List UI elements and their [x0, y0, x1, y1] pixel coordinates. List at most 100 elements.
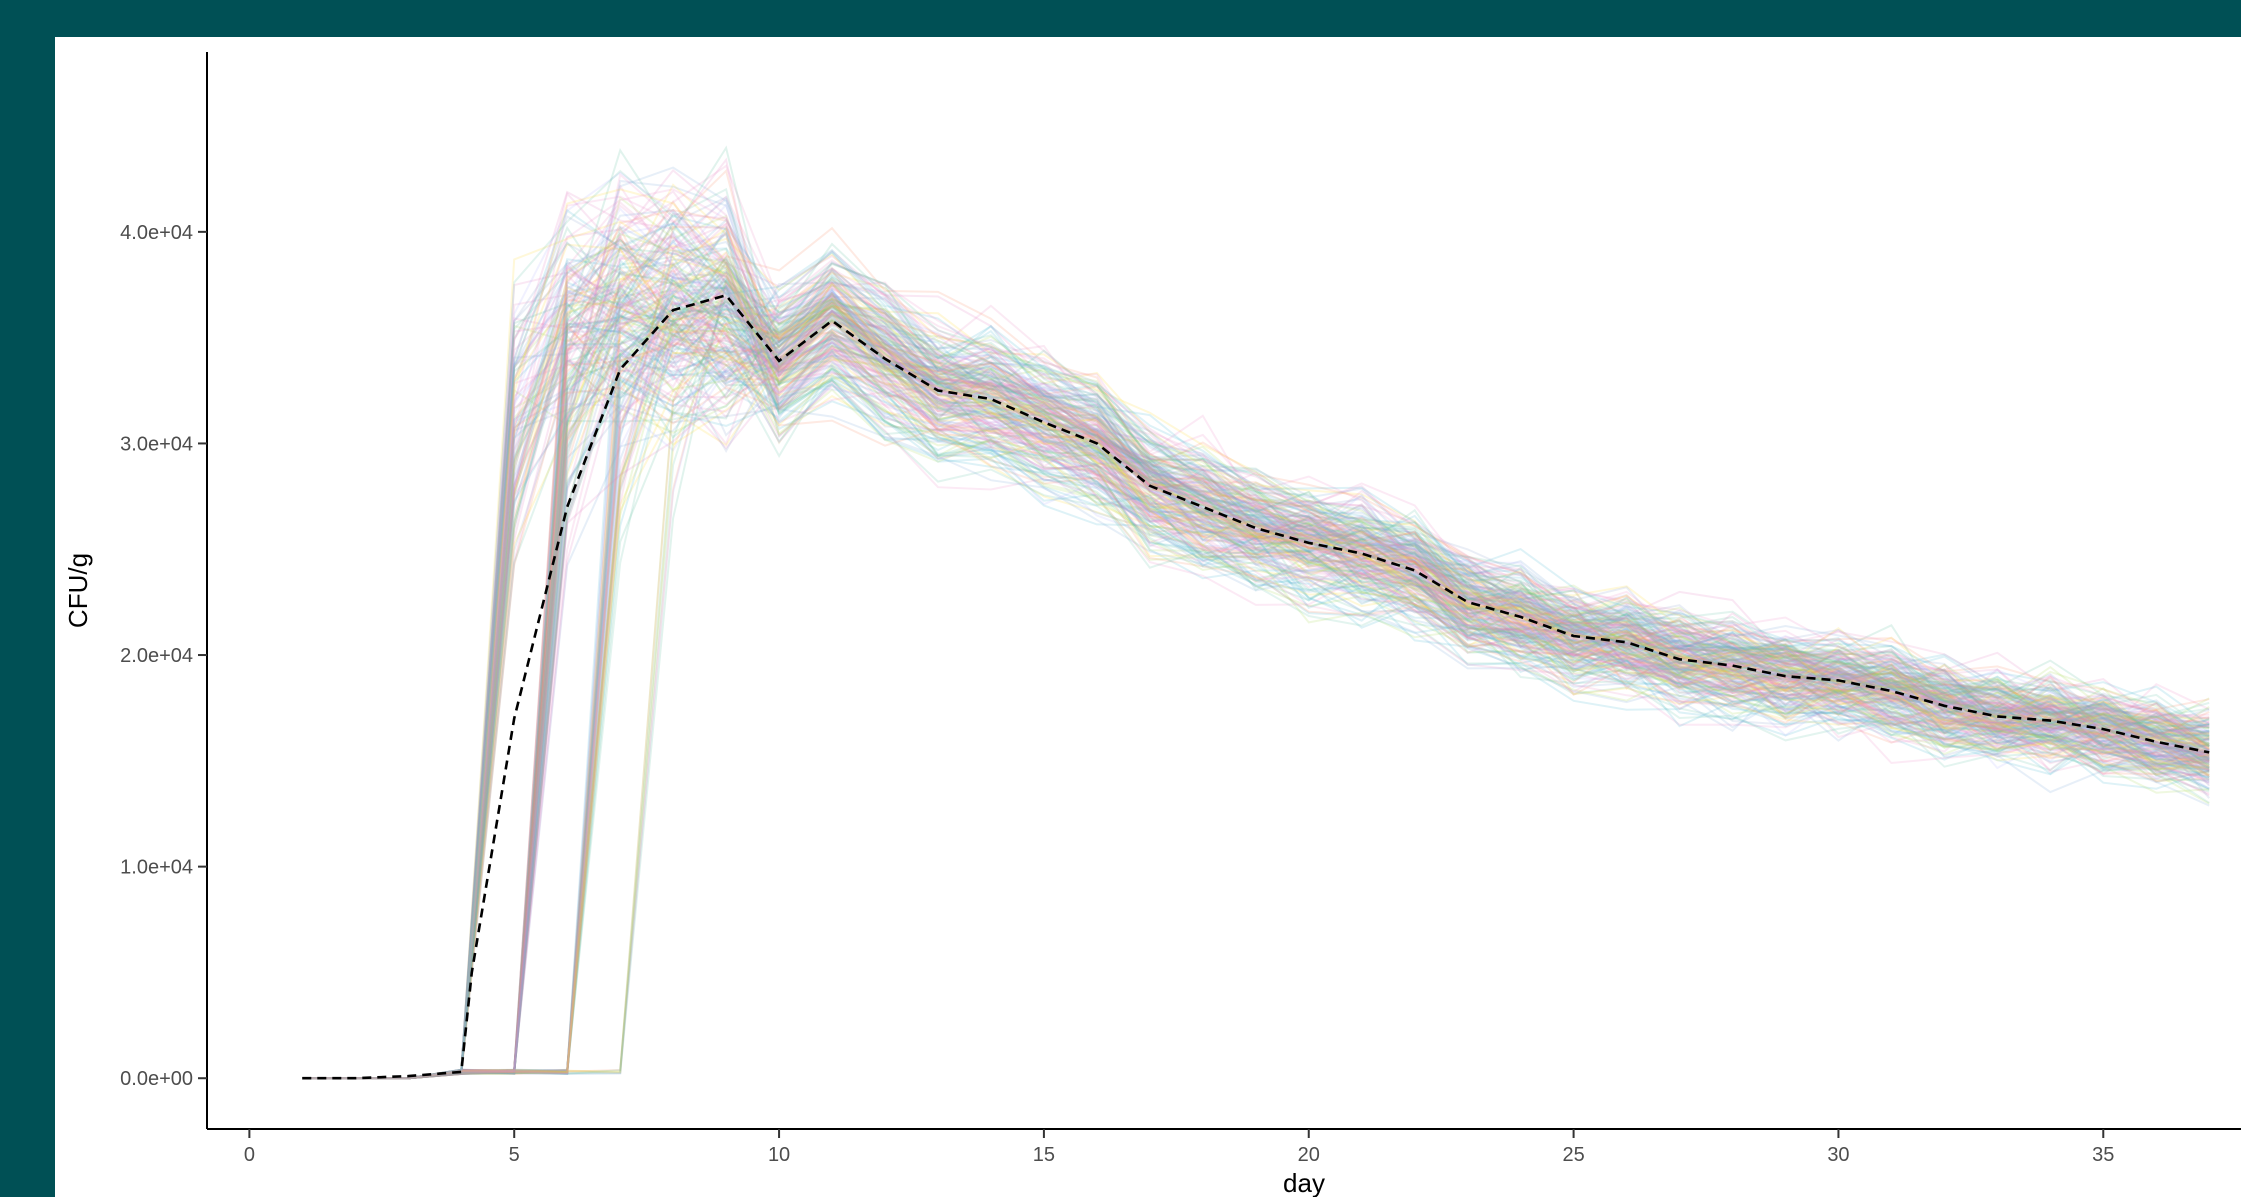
- simulation-line: [302, 247, 2210, 1080]
- y-axis-ticks: 0.0e+00 1.0e+04 2.0e+04 3.0e+04 4.0e+04: [120, 222, 207, 1090]
- simulation-line: [302, 262, 2210, 1080]
- simulation-line: [302, 225, 2210, 1080]
- simulation-line: [302, 369, 2210, 1080]
- simulation-line: [302, 250, 2210, 1080]
- simulation-line: [302, 232, 2210, 1080]
- simulation-line: [302, 333, 2210, 1080]
- simulation-line: [302, 229, 2210, 1080]
- simulation-line: [302, 221, 2210, 1080]
- simulation-line: [302, 348, 2210, 1080]
- simulation-line: [302, 326, 2210, 1080]
- x-axis-ticks: 0 5 10 15 20 25 30 35: [244, 1129, 2114, 1166]
- simulation-line: [302, 257, 2210, 1080]
- x-tick-label: 0: [244, 1144, 255, 1166]
- simulation-line: [302, 201, 2210, 1080]
- simulation-line: [302, 337, 2210, 1080]
- simulation-line: [302, 320, 2210, 1080]
- simulation-line: [302, 352, 2210, 1080]
- simulation-line: [302, 255, 2210, 1080]
- simulation-line: [302, 247, 2210, 1080]
- simulation-line: [302, 306, 2210, 1080]
- simulation-line: [302, 321, 2210, 1080]
- simulation-line: [302, 345, 2210, 1080]
- simulation-line: [302, 273, 2210, 1080]
- simulation-line: [302, 270, 2210, 1080]
- simulation-line: [302, 241, 2210, 1080]
- simulation-line: [302, 284, 2210, 1080]
- simulation-line: [302, 238, 2210, 1080]
- simulation-line: [302, 298, 2210, 1080]
- simulation-line: [302, 212, 2210, 1080]
- simulation-line: [302, 230, 2210, 1080]
- simulation-line: [302, 284, 2210, 1080]
- simulation-lines: [302, 145, 2210, 1080]
- simulation-line: [302, 318, 2210, 1080]
- simulation-line: [302, 309, 2210, 1080]
- simulation-line: [302, 268, 2210, 1080]
- simulation-line: [302, 196, 2210, 1080]
- simulation-line: [302, 322, 2210, 1080]
- x-tick-label: 5: [509, 1144, 520, 1166]
- simulation-line: [302, 244, 2210, 1080]
- simulation-line: [302, 251, 2210, 1080]
- mean-line: [302, 293, 2210, 1080]
- simulation-line: [302, 281, 2210, 1080]
- simulation-line: [302, 267, 2210, 1080]
- y-tick-label: 1.0e+04: [120, 857, 193, 879]
- simulation-line: [302, 225, 2210, 1080]
- simulation-line: [302, 238, 2210, 1080]
- simulation-line: [302, 282, 2210, 1080]
- simulation-line: [302, 232, 2210, 1080]
- simulation-line: [302, 329, 2210, 1080]
- simulation-line: [302, 289, 2210, 1080]
- simulation-line: [302, 300, 2210, 1080]
- simulation-line: [302, 166, 2210, 1080]
- simulation-line: [302, 318, 2210, 1080]
- simulation-line: [302, 247, 2210, 1080]
- simulation-line: [302, 314, 2210, 1080]
- simulation-line: [302, 246, 2210, 1080]
- simulation-line: [302, 241, 2210, 1080]
- simulation-line: [302, 273, 2210, 1080]
- simulation-line: [302, 372, 2210, 1080]
- simulation-line: [302, 288, 2210, 1080]
- simulation-line: [302, 344, 2210, 1080]
- simulation-line: [302, 281, 2210, 1080]
- simulation-line: [302, 266, 2210, 1080]
- simulation-line: [302, 188, 2210, 1080]
- simulation-line: [302, 183, 2210, 1080]
- simulation-line: [302, 297, 2210, 1080]
- simulation-line: [302, 249, 2210, 1080]
- simulation-line: [302, 172, 2210, 1080]
- simulation-line: [302, 242, 2210, 1080]
- simulation-line: [302, 265, 2210, 1080]
- simulation-line: [302, 286, 2210, 1080]
- simulation-line: [302, 301, 2210, 1080]
- simulation-line: [302, 247, 2210, 1080]
- simulation-line: [302, 241, 2210, 1080]
- simulation-line: [302, 230, 2210, 1080]
- simulation-line: [302, 261, 2210, 1080]
- simulation-line: [302, 311, 2210, 1080]
- simulation-line: [302, 245, 2210, 1080]
- simulation-line: [302, 312, 2210, 1080]
- simulation-line: [302, 261, 2210, 1080]
- simulation-line: [302, 296, 2210, 1080]
- simulation-line: [302, 270, 2210, 1080]
- simulation-line: [302, 305, 2210, 1080]
- simulation-line: [302, 283, 2210, 1080]
- plot-panel: 0 5 10 15 20 25 30 35 0.0e+00 1.0e+04 2.0e+04 3.0e…: [55, 37, 2241, 1197]
- simulation-line: [302, 259, 2210, 1080]
- simulation-line: [302, 294, 2210, 1080]
- simulation-line: [302, 323, 2210, 1080]
- y-tick-label: 3.0e+04: [120, 433, 193, 455]
- simulation-line: [302, 295, 2210, 1080]
- simulation-line: [302, 282, 2210, 1080]
- y-tick-label: 4.0e+04: [120, 222, 193, 244]
- y-tick-label: 0.0e+00: [120, 1068, 193, 1090]
- simulation-line: [302, 255, 2210, 1080]
- simulation-line: [302, 318, 2210, 1080]
- simulation-line: [302, 304, 2210, 1080]
- line-chart: 0 5 10 15 20 25 30 35 0.0e+00 1.0e+04 2.0e+04 3.0e…: [63, 52, 2241, 1197]
- simulation-line: [302, 157, 2210, 1080]
